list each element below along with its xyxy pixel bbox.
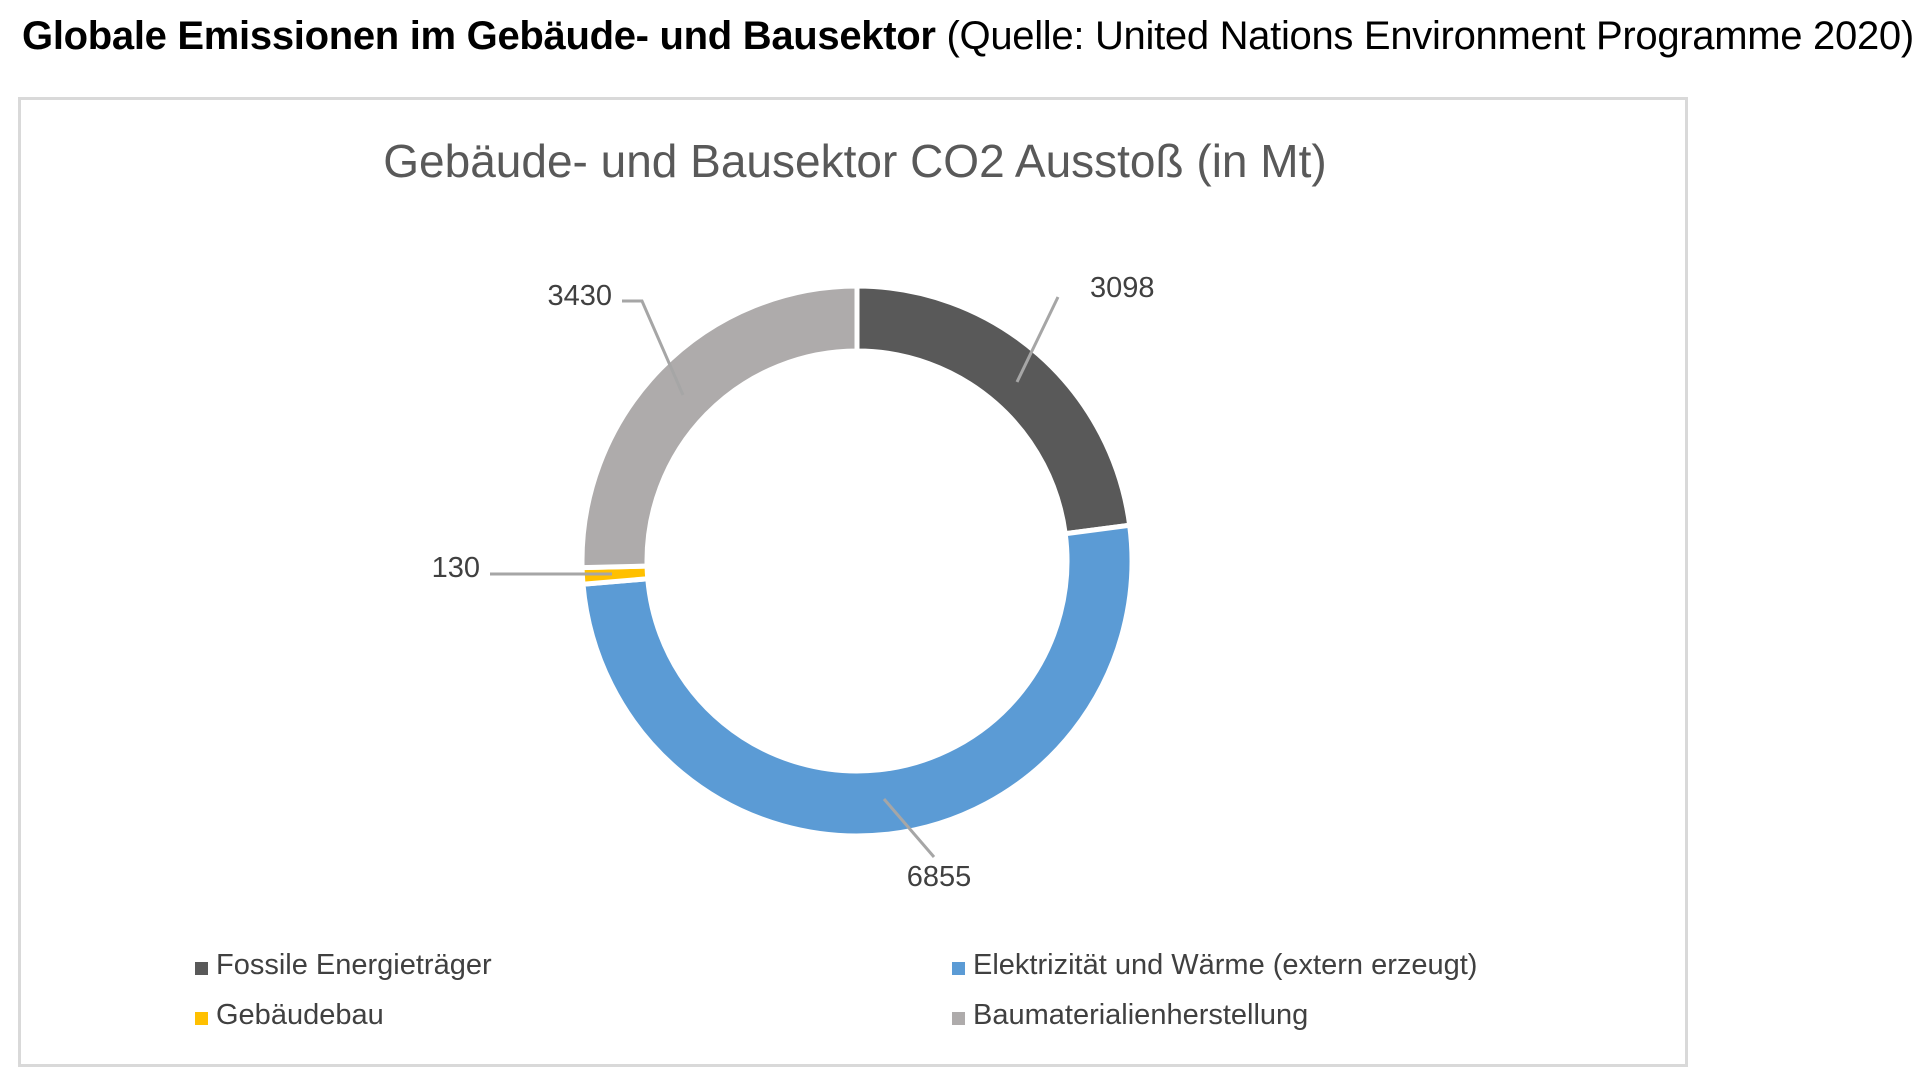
page-heading: Globale Emissionen im Gebäude- und Bause… — [22, 8, 1914, 64]
chart-title: Gebäude- und Bausektor CO2 Ausstoß (in M… — [383, 135, 1326, 187]
leader-line-4 — [622, 299, 685, 396]
legend-swatch-4 — [952, 1012, 965, 1025]
data-label-1: 3098 — [1090, 272, 1155, 304]
legend-swatch-3 — [195, 1012, 208, 1025]
leader-line-1 — [1015, 296, 1060, 383]
data-label-2: 6855 — [907, 861, 972, 893]
legend-swatch-2 — [952, 962, 965, 975]
legend-label-1: Fossile Energieträger — [216, 949, 492, 981]
heading-source: (Quelle: United Nations Environment Prog… — [946, 14, 1914, 58]
legend-label-3: Gebäudebau — [216, 999, 384, 1031]
heading-title: Globale Emissionen im Gebäude- und Bause… — [22, 14, 936, 58]
legend-label-4: Baumaterialienherstellung — [973, 999, 1308, 1031]
data-label-4: 3430 — [547, 280, 612, 312]
doughnut-slice-1 — [854, 283, 1133, 537]
doughnut-slice-4 — [579, 283, 860, 571]
legend-swatch-1 — [195, 962, 208, 975]
legend-label-2: Elektrizität und Wärme (extern erzeugt) — [973, 949, 1477, 981]
data-labels-group: 3098 6855 130 3430 — [432, 272, 1155, 893]
legend: Fossile Energieträger Elektrizität und Wä… — [195, 949, 1477, 1031]
chart-frame — [18, 97, 1688, 1067]
leader-line-2 — [882, 798, 936, 858]
data-label-3: 130 — [432, 552, 480, 584]
slices-group — [579, 283, 1135, 839]
doughnut-slice-2 — [580, 522, 1135, 839]
